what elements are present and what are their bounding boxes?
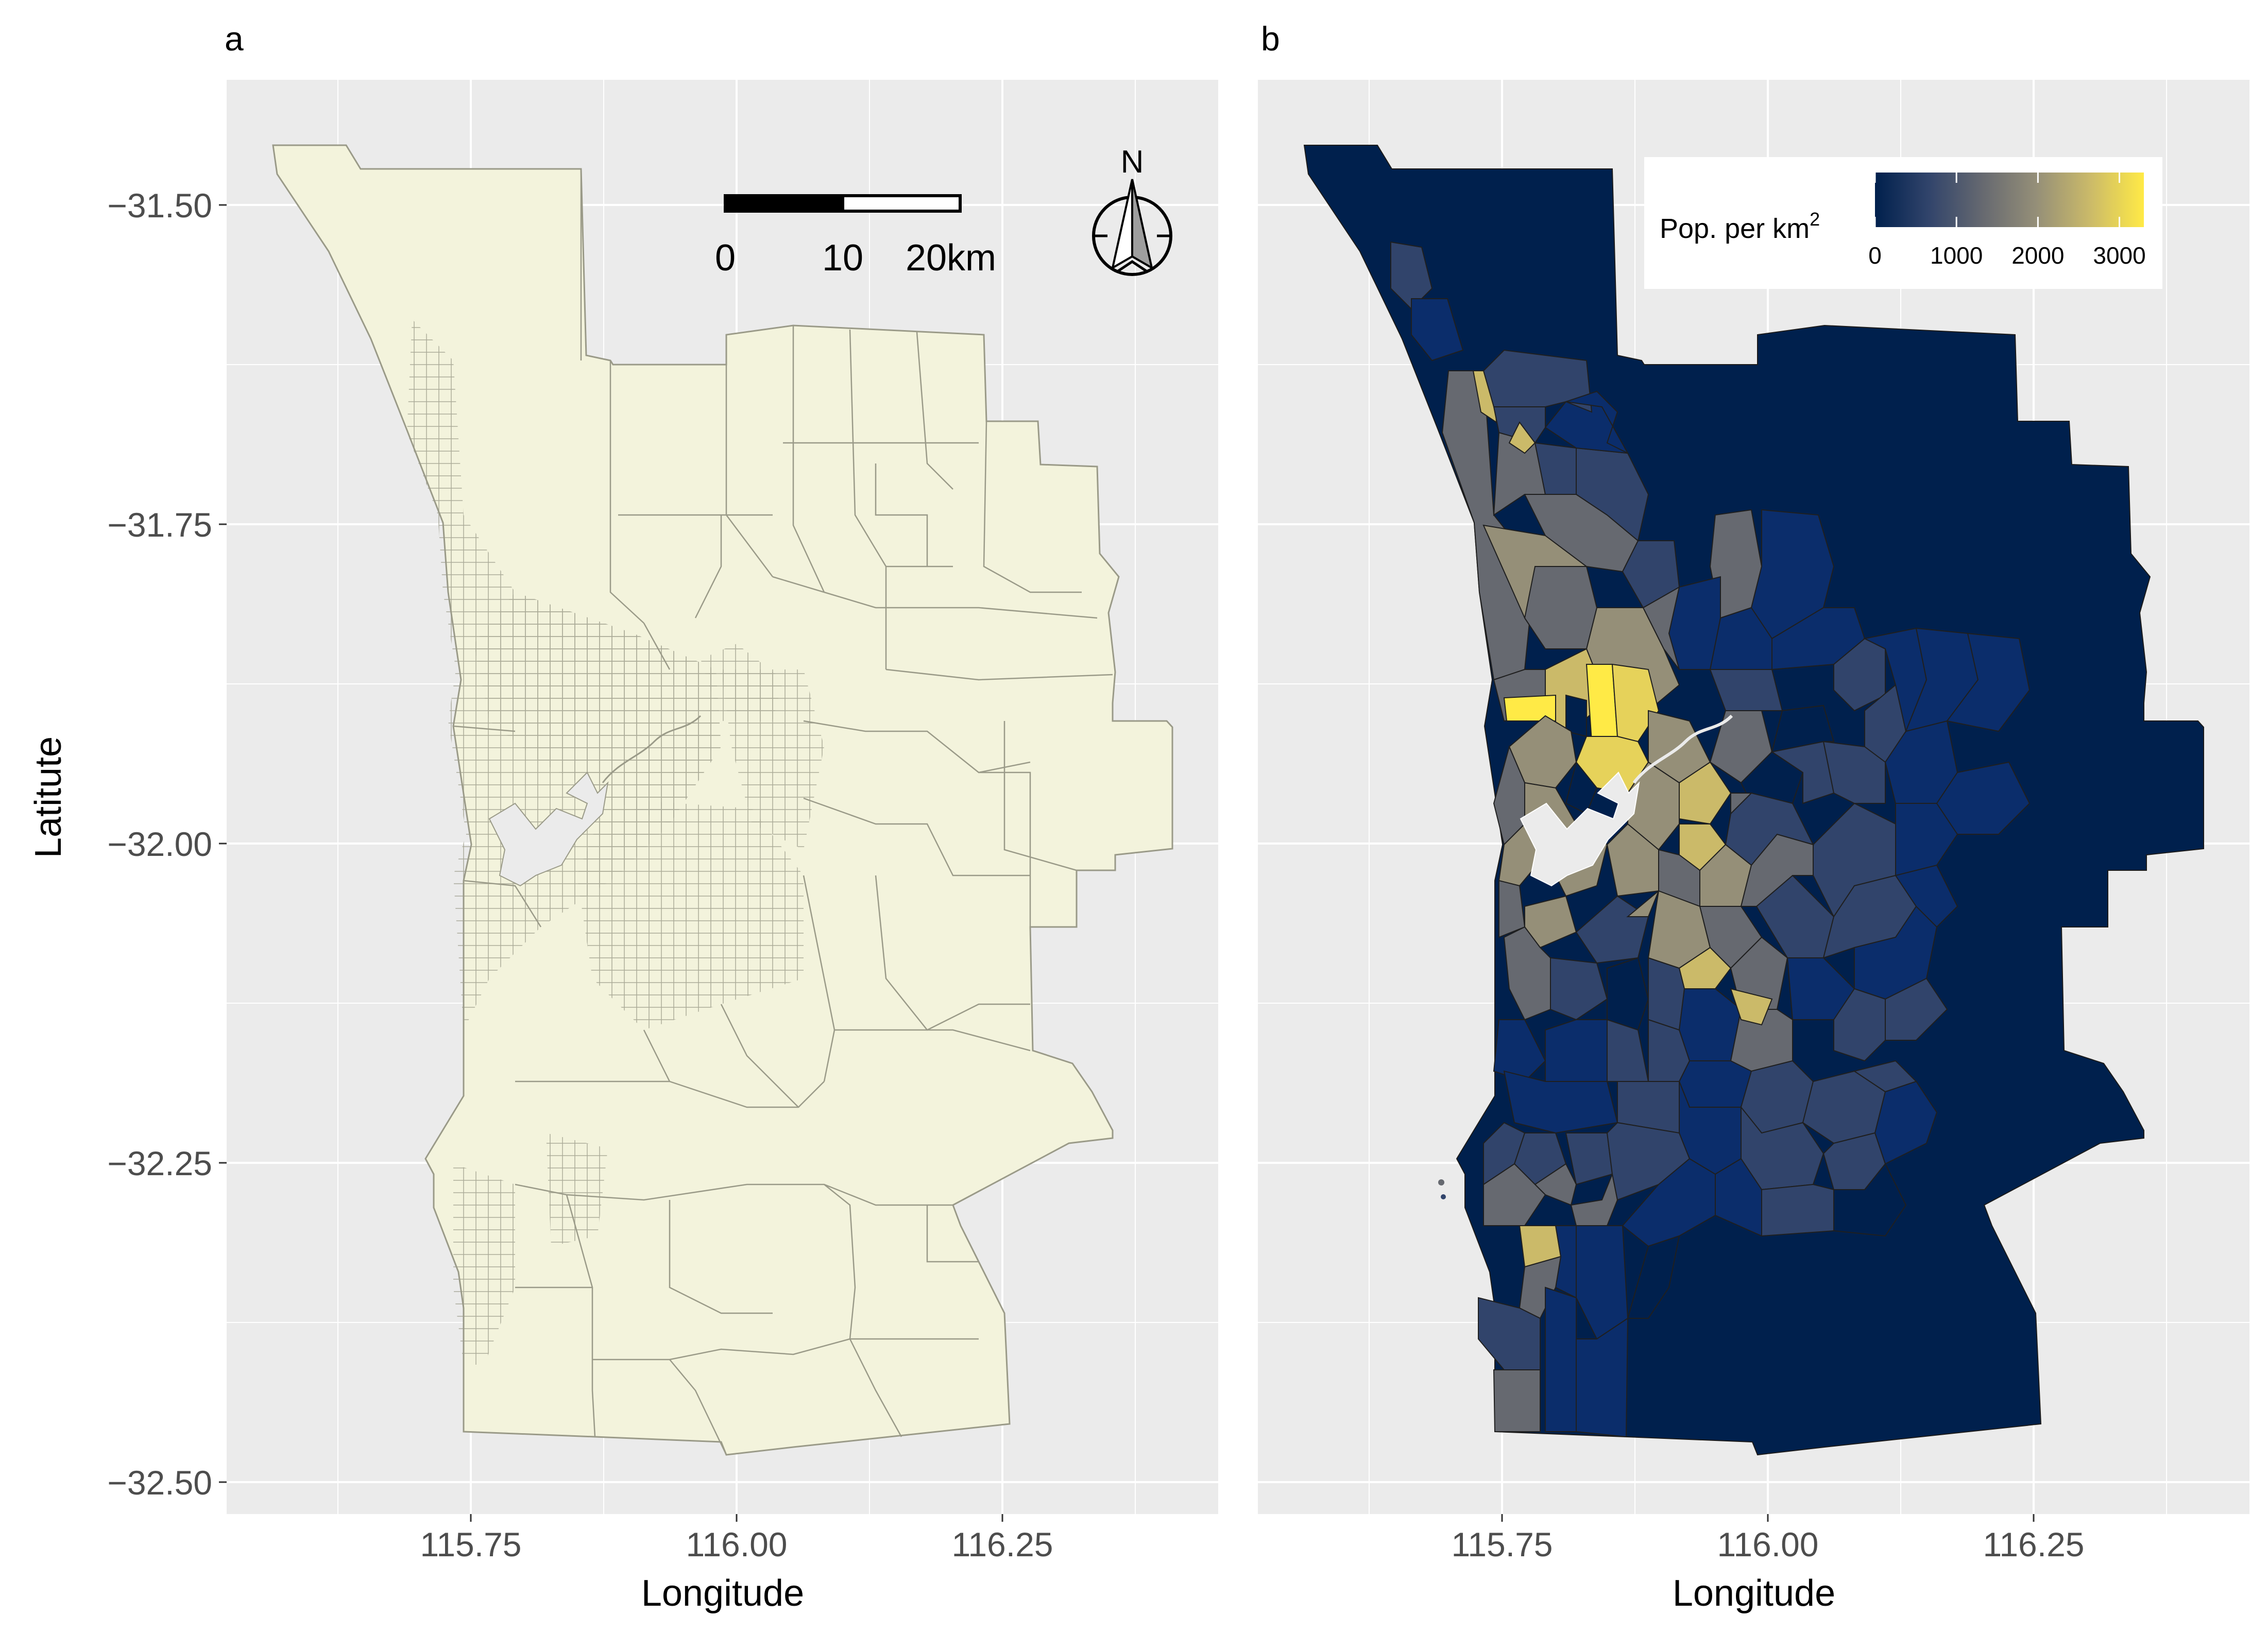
panel-a: a (28, 20, 1218, 1614)
legend-tick-label: 1000 (1930, 242, 1983, 269)
x-tick-label: 116.25 (952, 1525, 1053, 1563)
scale-bar: 0 10 20km (715, 194, 996, 279)
panel-a-tag: a (225, 20, 244, 58)
panel-a-suburb-boundaries (453, 169, 1113, 1455)
north-arrow-icon: N (1092, 144, 1172, 276)
scale-bar-label: 20km (906, 237, 996, 279)
scale-bar-label: 10 (822, 237, 863, 279)
y-tick-label: −31.75 (107, 506, 212, 544)
panel-b-choropleth (1303, 145, 2204, 1456)
legend-title-superscript: 2 (1810, 209, 1820, 230)
x-tick-label: 115.75 (420, 1525, 522, 1563)
panel-b-swan-river (1520, 771, 1640, 887)
legend-ticks: 0 1000 2000 3000 (1868, 173, 2146, 269)
y-tick-label: −32.25 (107, 1144, 212, 1182)
panel-a-y-axis: −31.50 −31.75 −32.00 −32.25 −32.50 Latit… (28, 186, 227, 1502)
y-tick-label: −31.50 (107, 186, 212, 225)
panel-b-tag: b (1261, 20, 1280, 58)
legend-tick-label: 0 (1868, 242, 1882, 269)
island (1441, 1194, 1446, 1199)
panel-a-river-channel (602, 715, 702, 783)
north-arrow-label: N (1121, 144, 1144, 180)
legend-tick-label: 3000 (2093, 242, 2145, 269)
y-tick-label: −32.00 (107, 825, 212, 863)
legend-colorbar (1875, 173, 2144, 227)
x-axis-title: Longitude (641, 1573, 804, 1614)
panel-a-x-axis: 115.75 116.00 116.25 Longitude (420, 1514, 1053, 1614)
x-tick-label: 115.75 (1452, 1525, 1553, 1563)
legend: Pop. per km2 0 1000 2000 3000 (1644, 157, 2162, 289)
y-axis-title: Latitute (28, 736, 69, 858)
panel-b-x-axis: 115.75 116.00 116.25 Longitude (1452, 1514, 2085, 1614)
legend-title-text: Pop. per km (1660, 213, 1810, 244)
legend-title: Pop. per km2 (1660, 209, 1820, 244)
scale-bar-label: 0 (715, 237, 736, 279)
island (1438, 1179, 1444, 1185)
x-tick-label: 116.25 (1983, 1525, 2085, 1563)
y-tick-label: −32.50 (107, 1464, 212, 1502)
legend-tick-label: 2000 (2011, 242, 2064, 269)
x-axis-title: Longitude (1673, 1573, 1835, 1614)
panel-b-river-channel (1632, 714, 1733, 784)
panel-a-swan-river (488, 771, 609, 887)
panel-b: b (1258, 20, 2249, 1614)
x-tick-label: 116.00 (686, 1525, 788, 1563)
x-tick-label: 116.00 (1717, 1525, 1819, 1563)
